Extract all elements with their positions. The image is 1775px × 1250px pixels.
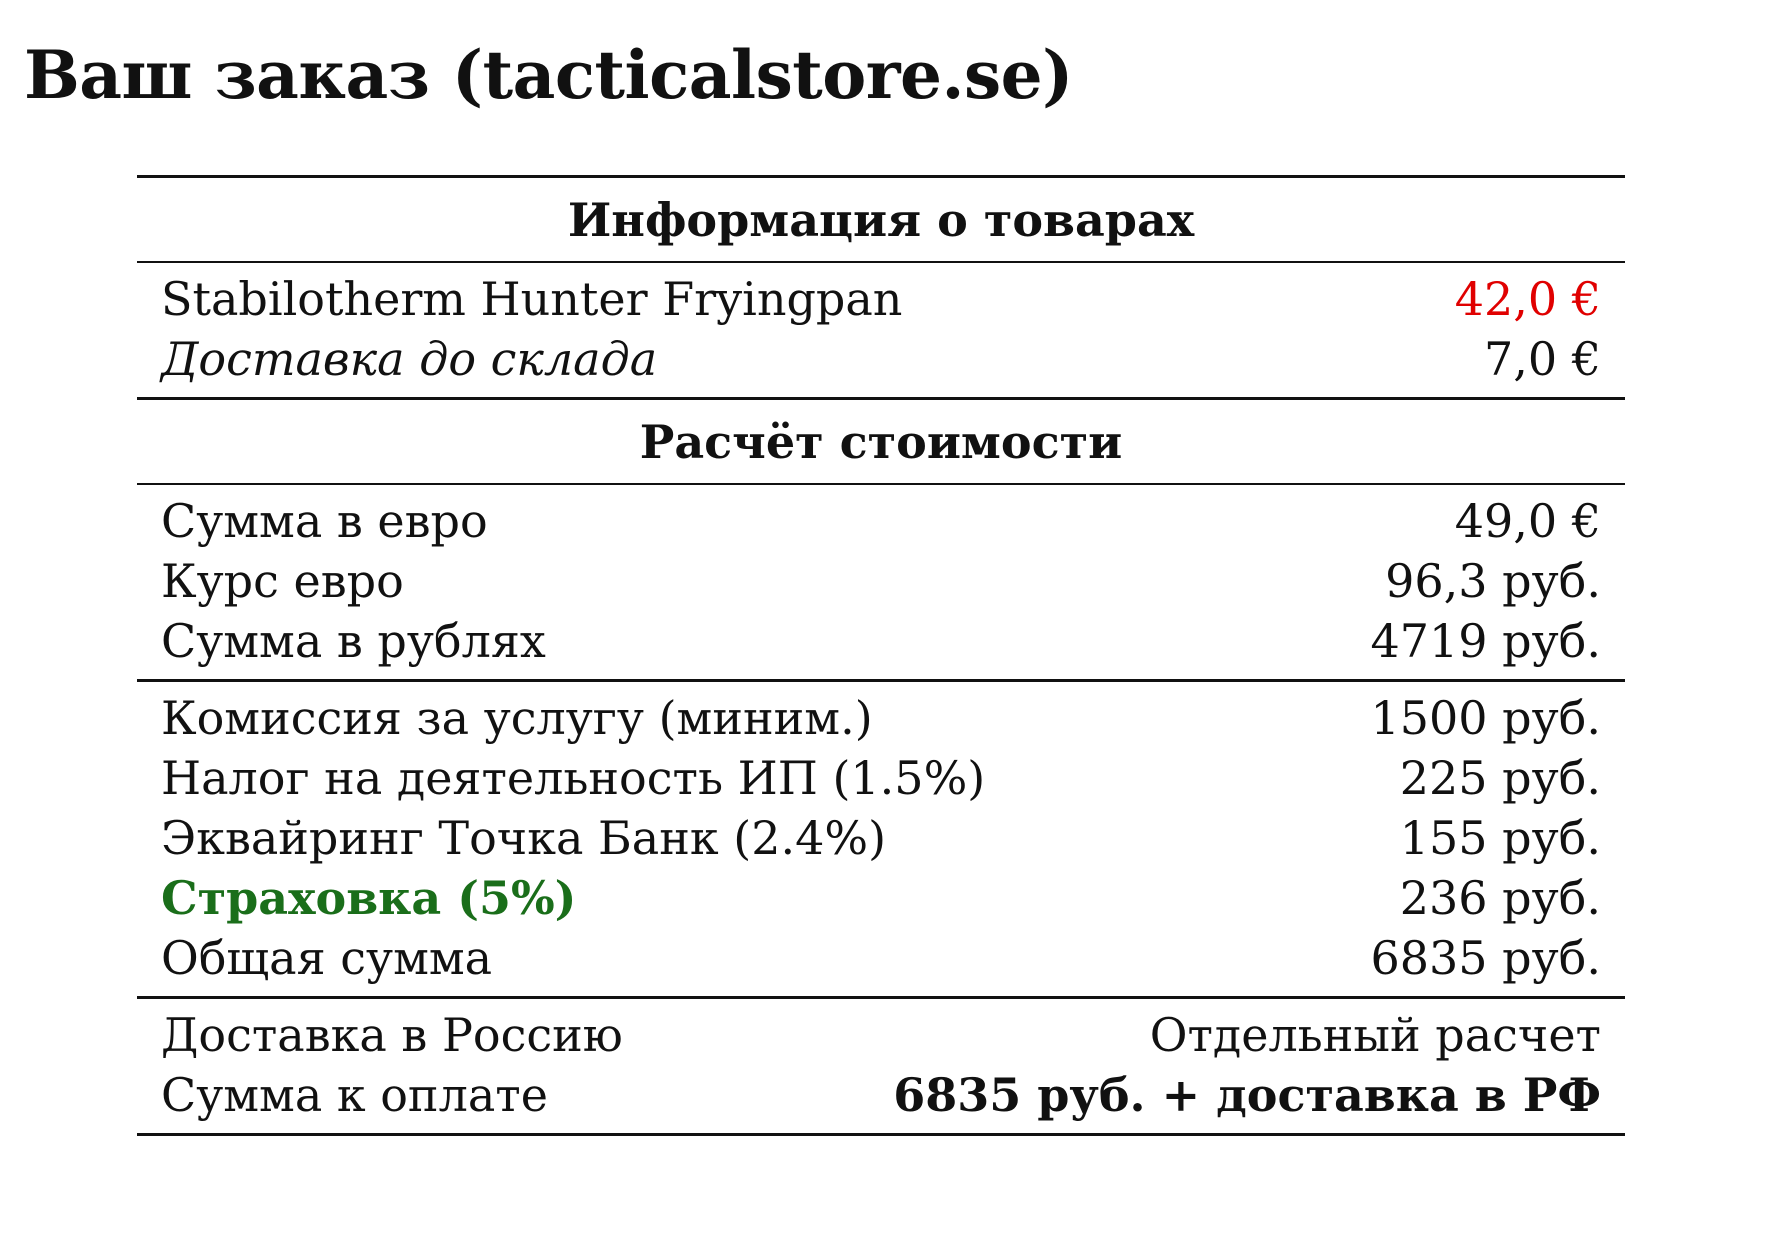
tax-row: Налог на деятельность ИП (1.5%) 225 руб. — [161, 748, 1601, 808]
product-name: Stabilotherm Hunter Fryingpan — [161, 272, 903, 326]
service-fee-label: Комиссия за услугу (миним.) — [161, 691, 873, 745]
total-label: Общая сумма — [161, 931, 493, 985]
insurance-value: 236 руб. — [1399, 871, 1601, 925]
acquiring-value: 155 руб. — [1399, 811, 1601, 865]
eur-rate-row: Курс евро 96,3 руб. — [161, 551, 1601, 611]
sum-rub-value: 4719 руб. — [1370, 614, 1601, 668]
tax-value: 225 руб. — [1399, 751, 1601, 805]
amount-due-row: Сумма к оплате 6835 руб. + доставка в РФ — [161, 1065, 1601, 1125]
amount-due-value: 6835 руб. + доставка в РФ — [893, 1068, 1601, 1122]
tax-label: Налог на деятельность ИП (1.5%) — [161, 751, 986, 805]
sum-rub-row: Сумма в рублях 4719 руб. — [161, 611, 1601, 671]
products-list: Stabilotherm Hunter Fryingpan 42,0 € Дос… — [137, 263, 1625, 397]
warehouse-shipping-row: Доставка до склада 7,0 € — [161, 329, 1601, 389]
sum-eur-label: Сумма в евро — [161, 494, 488, 548]
table-bottom-rule — [137, 1133, 1625, 1136]
products-heading-rule — [137, 261, 1625, 263]
products-section-heading: Информация о товарах — [567, 192, 1195, 247]
products-section-bottom-rule — [137, 397, 1625, 400]
acquiring-row: Эквайринг Точка Банк (2.4%) 155 руб. — [161, 808, 1601, 868]
russia-shipping-row: Доставка в Россию Отдельный расчет — [161, 1005, 1601, 1065]
russia-shipping-label: Доставка в Россию — [161, 1008, 623, 1062]
sum-eur-value: 49,0 € — [1454, 494, 1601, 548]
fees-list: Комиссия за услугу (миним.) 1500 руб. На… — [137, 682, 1625, 996]
eur-rate-label: Курс евро — [161, 554, 404, 608]
eur-rate-value: 96,3 руб. — [1385, 554, 1601, 608]
order-summary-table: Информация о товарах Stabilotherm Hunter… — [137, 175, 1625, 1136]
fees-bottom-rule — [137, 996, 1625, 999]
final-list: Доставка в Россию Отдельный расчет Сумма… — [137, 999, 1625, 1133]
acquiring-label: Эквайринг Точка Банк (2.4%) — [161, 811, 887, 865]
total-value: 6835 руб. — [1370, 931, 1601, 985]
sum-rub-label: Сумма в рублях — [161, 614, 546, 668]
product-row: Stabilotherm Hunter Fryingpan 42,0 € — [161, 269, 1601, 329]
russia-shipping-value: Отдельный расчет — [1149, 1008, 1601, 1062]
product-price: 42,0 € — [1454, 272, 1601, 326]
service-fee-row: Комиссия за услугу (миним.) 1500 руб. — [161, 688, 1601, 748]
amount-due-label: Сумма к оплате — [161, 1068, 548, 1122]
conversion-list: Сумма в евро 49,0 € Курс евро 96,3 руб. … — [137, 485, 1625, 679]
warehouse-shipping-price: 7,0 € — [1483, 332, 1601, 386]
conversion-bottom-rule — [137, 679, 1625, 682]
service-fee-value: 1500 руб. — [1370, 691, 1601, 745]
page-title: Ваш заказ (tacticalstore.se) — [24, 36, 1073, 114]
sum-eur-row: Сумма в евро 49,0 € — [161, 491, 1601, 551]
insurance-row: Страховка (5%) 236 руб. — [161, 868, 1601, 928]
total-row: Общая сумма 6835 руб. — [161, 928, 1601, 988]
insurance-label: Страховка (5%) — [161, 871, 577, 925]
calculation-section-heading: Расчёт стоимости — [639, 414, 1123, 469]
calculation-heading-rule — [137, 483, 1625, 485]
table-top-rule — [137, 175, 1625, 178]
warehouse-shipping-label: Доставка до склада — [161, 332, 658, 386]
